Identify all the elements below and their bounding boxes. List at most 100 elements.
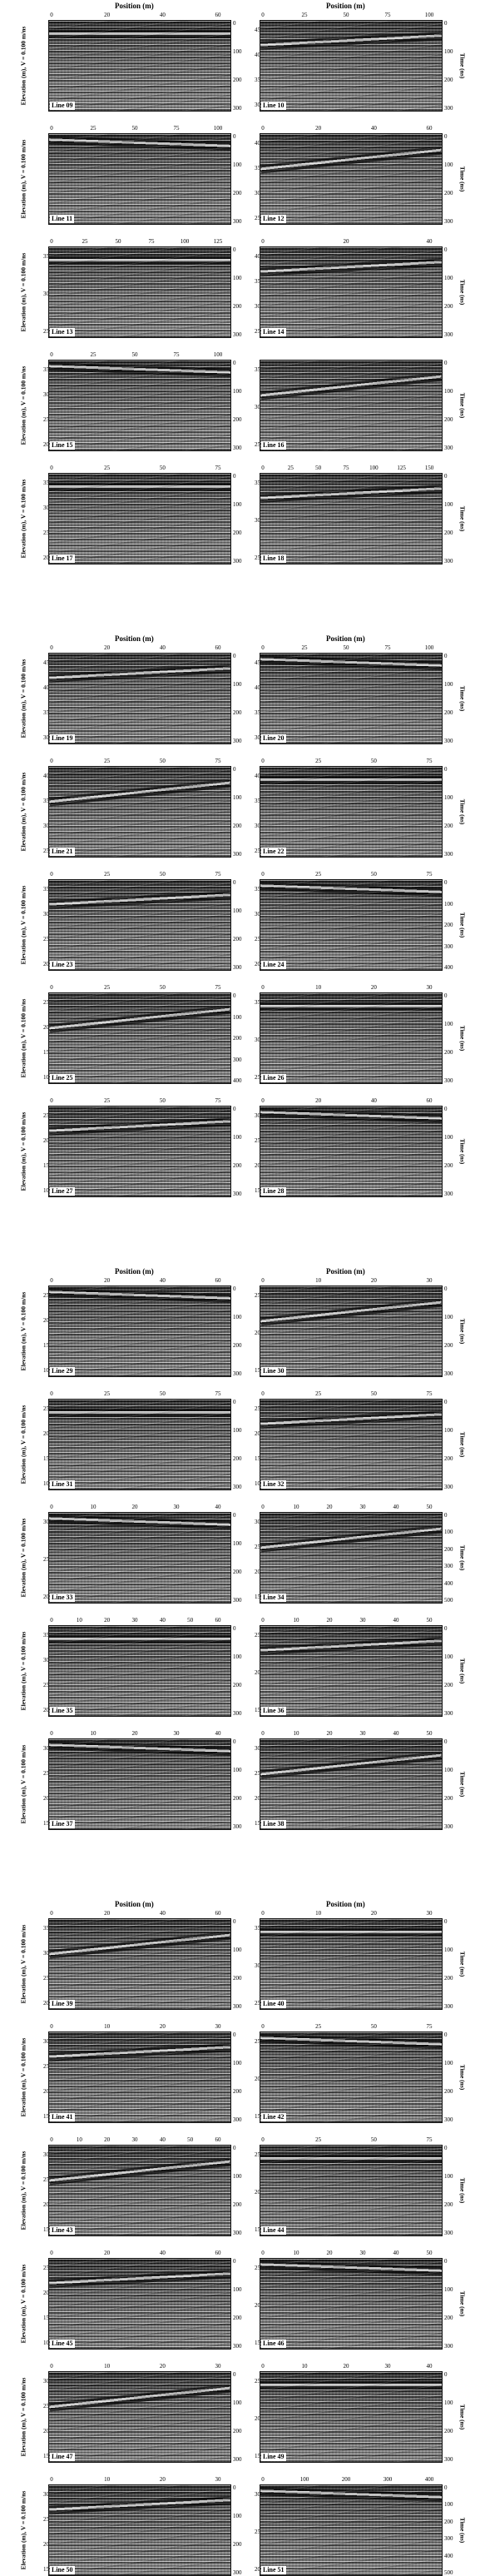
elevation-ticks: 45 40 35 30 — [36, 653, 49, 744]
x-tick-label: 30 — [215, 2023, 221, 2030]
elevation-tick-label: 20 — [43, 554, 49, 561]
radargram-image: Line 30 — [260, 1286, 443, 1377]
time-tick-label: 100 — [444, 162, 453, 168]
elevation-tick-label: 15 — [43, 2453, 49, 2459]
elevation-tick-label: 20 — [43, 2201, 49, 2208]
time-tick-label: 100 — [233, 1314, 242, 1320]
time-axis-title: Time (ns) — [458, 52, 467, 79]
time-tick-label: 300 — [444, 1370, 453, 1377]
time-tick-label: 0 — [233, 1625, 236, 1632]
elevation-ticks: 35 30 25 20 — [247, 879, 260, 971]
elevation-tick-label: 25 — [43, 2063, 49, 2070]
time-ticks: 0 100 200 300 400 — [444, 879, 458, 971]
x-tick-label: 150 — [424, 465, 434, 471]
x-axis-ticks: 0 100 200 300 400 — [260, 2476, 443, 2484]
elevation-axis-title: Elevation (m), V = 0.100 m/ns — [19, 366, 27, 445]
elevation-tick-label: 40 — [255, 140, 260, 147]
radargram-image: Line 21 — [48, 766, 231, 858]
elevation-tick-label: 35 — [255, 1925, 260, 1932]
elevation-tick-label: 25 — [255, 848, 260, 854]
elevation-tick-label: 35 — [43, 480, 49, 486]
x-axis-ticks: 0 10 20 30 40 — [48, 1730, 231, 1738]
x-tick-label: 50 — [370, 871, 377, 878]
elevation-ticks: 35 30 25 — [247, 360, 260, 451]
elevation-tick-label: 15 — [255, 2340, 260, 2346]
elevation-tick-label: 30 — [255, 102, 260, 108]
time-axis-title: Time (ns) — [458, 1771, 467, 1798]
x-tick-label: 75 — [215, 1097, 221, 1104]
x-tick-label: 20 — [343, 2363, 349, 2370]
radargram-image: Line 44 — [260, 2145, 443, 2236]
elevation-tick-label: 20 — [255, 1795, 260, 1802]
line-label: Line 37 — [50, 1820, 75, 1828]
time-tick-label: 300 — [444, 738, 453, 744]
elevation-ticks: 25 20 15 — [247, 2258, 260, 2350]
x-tick-label: 20 — [104, 644, 111, 651]
position-axis-title: Position (m) — [115, 634, 154, 643]
gpr-panel: Line 51 0 100 200 300 400 30 25 20 0 100 200 300 400 5… — [255, 2476, 467, 2576]
line-label: Line 40 — [261, 2000, 286, 2008]
x-axis-ticks: 0 25 50 75 — [48, 984, 231, 992]
elevation-tick-label: 15 — [43, 2566, 49, 2573]
gpr-panel: Line 24 0 25 50 75 35 30 25 20 0 100 200 300 400 Time … — [255, 871, 467, 971]
elevation-tick-label: 45 — [255, 27, 260, 33]
time-tick-label: 200 — [444, 1795, 453, 1802]
gpr-panel: Line 41 0 10 20 30 30 25 20 15 0 100 200 300 Elevatio… — [20, 2023, 242, 2123]
x-tick-label: 30 — [384, 2363, 391, 2370]
elevation-tick-label: 25 — [255, 2038, 260, 2045]
elevation-tick-label: 20 — [43, 2428, 49, 2434]
x-axis-ticks: 0 25 50 75 — [260, 2023, 443, 2031]
x-tick-label: 20 — [131, 1730, 138, 1737]
time-tick-label: 0 — [444, 2258, 448, 2265]
time-tick-label: 300 — [444, 1191, 453, 1197]
x-tick-label: 50 — [159, 984, 166, 991]
x-axis-ticks: 0 25 50 75 100 125 150 — [260, 465, 443, 472]
line-label: Line 25 — [50, 1074, 75, 1082]
elevation-tick-label: 45 — [43, 659, 49, 666]
time-axis-title: Time (ns) — [458, 505, 467, 532]
time-ticks: 0 100 200 300 — [233, 1286, 246, 1377]
x-axis-ticks: 0 25 50 75 — [48, 1097, 231, 1105]
time-tick-label: 100 — [444, 1767, 453, 1773]
x-tick-label: 40 — [159, 644, 166, 651]
x-tick-label: 10 — [90, 1504, 96, 1510]
time-axis-title: Time (ns) — [458, 2290, 467, 2317]
x-tick-label: 0 — [50, 1730, 53, 1737]
elevation-ticks: 30 25 20 15 — [247, 1738, 260, 1830]
x-tick-label: 50 — [426, 1617, 433, 1624]
figure-block: Position (m) Position (m) Line 19 0 20 40 60 45… — [0, 633, 480, 1257]
gpr-panel: Line 45 0 20 40 60 25 20 15 10 0 100 200 300 Elevatio… — [20, 2250, 242, 2350]
elevation-axis-title: Elevation (m), V = 0.100 m/ns — [19, 2264, 27, 2344]
x-tick-label: 20 — [370, 1277, 377, 1284]
x-tick-label: 40 — [215, 1504, 221, 1510]
elevation-ticks: 35 30 25 20 — [36, 360, 49, 451]
elevation-tick-label: 25 — [43, 848, 49, 854]
position-axis-title: Position (m) — [326, 2, 365, 10]
x-tick-label: 50 — [370, 758, 377, 764]
x-tick-label: 25 — [287, 465, 294, 471]
x-tick-label: 0 — [261, 2476, 265, 2483]
elevation-tick-label: 15 — [255, 1707, 260, 1713]
time-tick-label: 300 — [233, 1191, 242, 1197]
gpr-panel: Line 19 0 20 40 60 45 40 35 30 0 100 200 300 Elevatio… — [20, 644, 242, 744]
radargram-image: Line 32 — [260, 1399, 443, 1490]
gpr-panel: Line 50 0 10 20 30 30 25 20 15 0 100 200 300 Elevatio… — [20, 2476, 242, 2576]
time-tick-label: 100 — [233, 1427, 242, 1434]
x-tick-label: 50 — [159, 1390, 166, 1397]
time-tick-label: 300 — [233, 1823, 242, 1830]
time-tick-label: 300 — [233, 851, 242, 858]
elevation-ticks: 35 30 25 — [247, 473, 260, 564]
x-tick-label: 50 — [315, 465, 322, 471]
x-tick-label: 30 — [215, 2476, 221, 2483]
gpr-panel: Line 49 0 10 20 30 40 25 20 15 0 100 200 300 Time (ns… — [255, 2363, 467, 2463]
time-axis-title: Time (ns) — [458, 1544, 467, 1571]
time-tick-label: 0 — [444, 133, 448, 140]
x-tick-label: 0 — [50, 758, 53, 764]
x-tick-label: 100 — [213, 351, 223, 358]
x-tick-label: 0 — [261, 238, 265, 245]
time-tick-label: 300 — [233, 2003, 242, 2010]
line-label: Line 39 — [50, 2000, 75, 2008]
time-tick-label: 200 — [233, 1682, 242, 1688]
time-tick-label: 0 — [233, 20, 236, 27]
elevation-tick-label: 20 — [255, 1330, 260, 1336]
